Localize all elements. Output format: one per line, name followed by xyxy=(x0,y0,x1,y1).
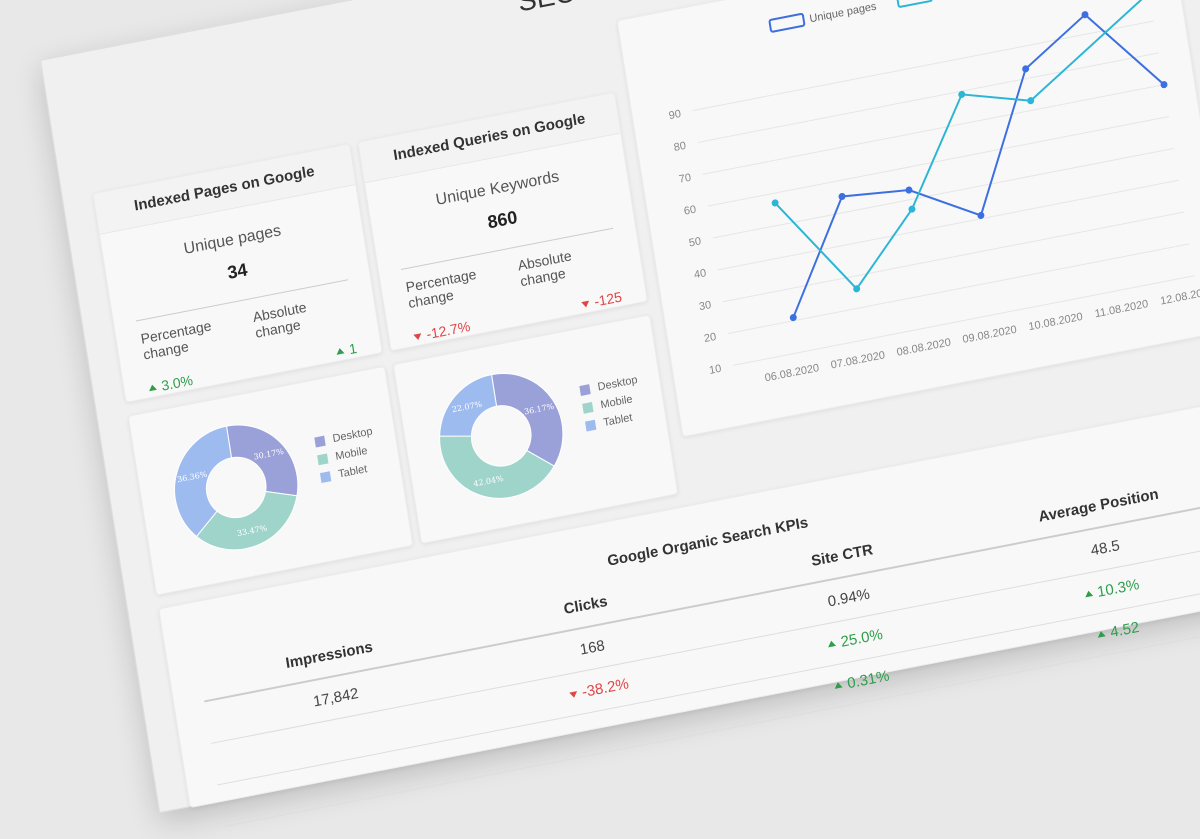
data-point[interactable] xyxy=(908,205,916,213)
gridline xyxy=(722,211,1185,303)
data-point[interactable] xyxy=(771,199,779,207)
legend-item-tablet[interactable]: Tablet xyxy=(584,410,644,433)
y-tick-label: 40 xyxy=(693,267,707,281)
up-arrow-icon xyxy=(834,681,843,689)
legend-label: Tablet xyxy=(337,463,369,481)
device-donut-chart: 30.17%33.47%36.36% xyxy=(166,414,304,558)
data-point[interactable] xyxy=(853,285,861,293)
abs-change-value: 1 xyxy=(335,340,358,360)
data-point[interactable] xyxy=(1160,81,1168,89)
x-tick-label: 12.08.2020 xyxy=(1159,285,1200,307)
up-arrow-icon xyxy=(148,383,157,392)
y-tick-label: 10 xyxy=(708,363,722,377)
down-arrow-icon xyxy=(413,333,423,341)
donut-slice-tablet[interactable] xyxy=(166,425,243,539)
gridline xyxy=(727,243,1190,335)
y-tick-label: 20 xyxy=(703,331,717,345)
x-tick-label: 09.08.2020 xyxy=(962,324,1018,346)
gridline xyxy=(702,84,1165,175)
abs-change-label: Absolute change xyxy=(251,298,308,341)
data-point[interactable] xyxy=(958,90,966,98)
device-donut-card-queries: 36.17% 42.04% 22.07% Desktop Mobile Tablet xyxy=(392,314,679,545)
x-tick-label: 07.08.2020 xyxy=(830,349,886,371)
gridline xyxy=(712,147,1175,239)
legend-label: Desktop xyxy=(331,425,374,446)
data-point[interactable] xyxy=(905,186,913,194)
legend-swatch[interactable] xyxy=(768,12,806,33)
y-tick-label: 80 xyxy=(673,140,687,154)
legend-label: Desktop xyxy=(596,373,639,394)
indexed-queries-card: Indexed Queries on Google Unique Keyword… xyxy=(357,91,648,352)
gridline xyxy=(732,275,1195,366)
donut-slice-desktop[interactable] xyxy=(225,414,300,507)
indexed-pages-card: Indexed Pages on Google Unique pages 34 … xyxy=(92,143,383,403)
down-arrow-icon xyxy=(568,691,578,699)
y-tick-label: 90 xyxy=(668,108,682,122)
donut-slice-mobile[interactable] xyxy=(192,486,304,558)
y-tick-label: 30 xyxy=(698,299,712,313)
down-arrow-icon xyxy=(581,300,591,309)
legend-label: Mobile xyxy=(599,393,634,412)
data-point[interactable] xyxy=(977,211,985,219)
line-chart-card: 10 20 30 40 50 60 70 80 90 06.08.2020 07.08.2020 08… xyxy=(616,0,1200,438)
legend-swatch xyxy=(579,384,591,396)
legend-label: Mobile xyxy=(334,444,369,463)
legend-swatch[interactable] xyxy=(896,0,933,8)
x-tick-label: 10.08.2020 xyxy=(1028,311,1084,333)
series-line-unique-queries[interactable] xyxy=(754,0,1186,302)
legend-swatch xyxy=(319,471,332,484)
legend-label[interactable]: Unique pages xyxy=(809,0,878,25)
device-donut-chart: 36.17%42.04%22.07% xyxy=(432,363,569,509)
y-tick-label: 70 xyxy=(678,172,692,186)
y-tick-label: 60 xyxy=(683,204,697,218)
pct-change-value: 3.0% xyxy=(147,372,194,396)
x-tick-label: 08.08.2020 xyxy=(896,336,952,358)
data-point[interactable] xyxy=(1027,97,1035,105)
gridline xyxy=(697,52,1160,143)
donut-legend: Desktop Mobile Tablet xyxy=(314,425,380,490)
donut-slice-tablet[interactable] xyxy=(432,374,501,442)
x-tick-label: 06.08.2020 xyxy=(764,362,820,384)
y-tick-label: 50 xyxy=(688,235,702,249)
data-point[interactable] xyxy=(838,192,846,200)
abs-change-label: Absolute change xyxy=(516,247,573,290)
legend-item-tablet[interactable]: Tablet xyxy=(319,461,379,484)
series-line-unique-pages[interactable] xyxy=(755,2,1188,318)
donut-legend: Desktop Mobile Tablet xyxy=(579,374,645,439)
legend-swatch xyxy=(317,453,329,466)
donut-slice-mobile[interactable] xyxy=(439,415,558,509)
legend-swatch xyxy=(584,419,597,432)
data-point[interactable] xyxy=(1081,11,1089,19)
gridline xyxy=(717,179,1180,271)
donut-slice-desktop[interactable] xyxy=(490,363,569,475)
up-arrow-icon xyxy=(335,347,345,355)
x-tick-label: 11.08.2020 xyxy=(1094,298,1149,320)
legend-swatch xyxy=(582,401,594,414)
data-point[interactable] xyxy=(789,313,797,322)
pct-change-value: -12.7% xyxy=(412,318,471,345)
legend-swatch xyxy=(314,435,326,448)
unique-pages-queries-chart: 10 20 30 40 50 60 70 80 90 06.08.2020 07.08.2020 08… xyxy=(668,0,1200,384)
up-arrow-icon xyxy=(1084,590,1093,598)
gridline xyxy=(692,20,1155,112)
legend-label: Tablet xyxy=(602,411,634,430)
abs-change-value: -125 xyxy=(580,288,623,312)
data-point[interactable] xyxy=(1022,65,1030,73)
up-arrow-icon xyxy=(1097,630,1106,638)
gridline xyxy=(707,115,1170,207)
device-donut-card-pages: 30.17% 33.47% 36.36% Desktop Mobile Tablet xyxy=(127,365,414,596)
up-arrow-icon xyxy=(827,639,837,648)
dashboard-canvas: SEO dashboard Indexed Pages on Google Un… xyxy=(40,0,1200,827)
legend-label[interactable]: Unique queries xyxy=(936,0,1011,1)
